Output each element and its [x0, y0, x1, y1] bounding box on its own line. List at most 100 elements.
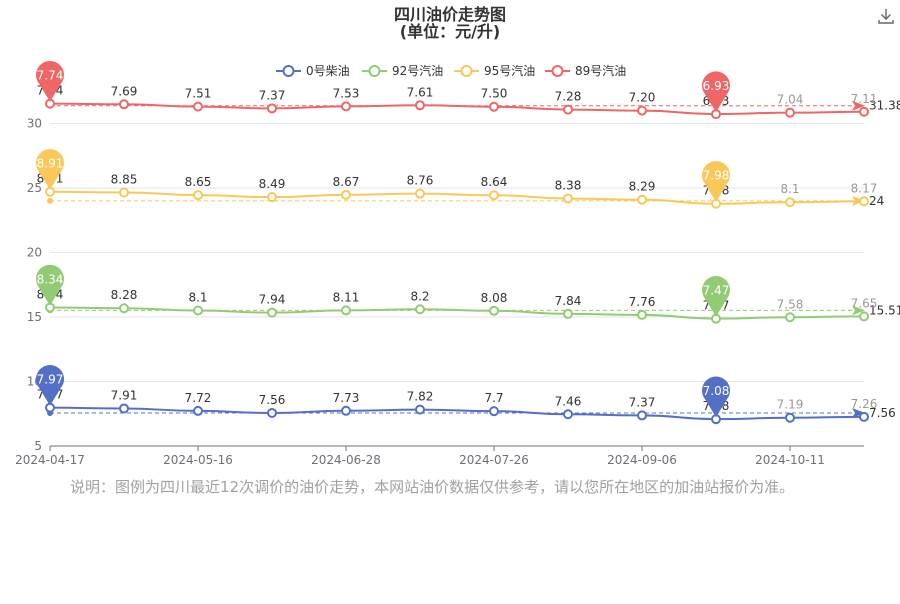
max-min-markers: 7.97 7.08 8.34 7.47 8.91 7.98 7.74 6.93: [36, 60, 731, 418]
data-point: [415, 304, 425, 315]
legend-swatch-marker: [368, 65, 381, 77]
legend-entry: 89号汽油: [575, 63, 626, 78]
data-label: 7.94: [259, 293, 286, 307]
pin-value: 8.34: [37, 272, 64, 286]
average-line-arrow: [852, 305, 865, 316]
data-point: [415, 100, 425, 111]
min-marker: 6.93: [702, 71, 730, 113]
data-point: [563, 409, 573, 420]
data-point: [415, 404, 425, 415]
data-label: 7.37: [259, 88, 286, 102]
data-label: 7.51: [185, 87, 212, 101]
x-tick-label: 2024-10-11: [755, 453, 825, 467]
max-marker: 7.97: [36, 365, 65, 406]
data-label: 8.49: [259, 177, 286, 191]
data-point: [267, 192, 277, 203]
data-label: 7.61: [407, 85, 434, 99]
average-label: 15.51: [869, 303, 900, 317]
data-label: 7.56: [259, 393, 286, 407]
data-label: 8.65: [185, 175, 212, 189]
data-label: 7.58: [777, 297, 804, 311]
pin-value: 6.93: [703, 79, 730, 93]
data-label: 7.69: [111, 84, 138, 98]
data-point: [341, 101, 351, 112]
pin-value: 7.08: [703, 384, 730, 398]
data-label: 8.38: [555, 179, 582, 193]
data-point: [859, 311, 869, 322]
pin-value: 7.47: [703, 284, 730, 298]
data-point: [637, 105, 647, 116]
data-point: [489, 190, 499, 201]
y-tick-label: 15: [27, 310, 42, 324]
data-label: 8.08: [481, 291, 508, 305]
footnote: 说明：图例为四川最近12次调价的油价走势，本网站油价数据仅供参考，请以您所在地区…: [70, 478, 795, 496]
series-line: [49, 190, 865, 205]
legend-entry: 92号汽油: [392, 63, 443, 78]
data-label: 7.28: [555, 90, 582, 104]
data-point: [193, 190, 203, 201]
x-tick-label: 2024-06-28: [311, 453, 381, 467]
pin-shape: [702, 161, 730, 202]
data-point: [415, 188, 425, 199]
series-lines: [45, 98, 869, 425]
y-tick-label: 25: [27, 181, 42, 195]
pin-shape: [702, 71, 730, 113]
data-point: [785, 197, 795, 208]
data-point: [489, 101, 499, 112]
data-point: [563, 104, 573, 115]
series-line: [49, 406, 865, 421]
average-line-arrow: [852, 407, 865, 418]
data-point: [193, 101, 203, 112]
data-label: 8.85: [111, 173, 138, 187]
max-marker: 7.74: [36, 60, 65, 102]
series-line: [49, 102, 865, 116]
data-point: [267, 307, 277, 318]
data-point: [489, 305, 499, 316]
data-point: [489, 406, 499, 417]
chart-title: 四川油价走势图: [394, 5, 506, 24]
data-point: [119, 303, 129, 314]
data-label: 8.64: [481, 175, 508, 189]
data-point: [785, 107, 795, 118]
data-point: [785, 412, 795, 423]
min-marker: 7.47: [702, 276, 731, 317]
data-label: 7.7: [484, 391, 503, 405]
data-point: [193, 305, 203, 316]
data-label: 8.67: [333, 175, 360, 189]
data-point: [859, 411, 869, 422]
data-point: [341, 189, 351, 200]
average-lines: 7.56 15.51 24 31.38: [47, 99, 900, 420]
data-label: 8.17: [851, 181, 878, 195]
data-label: 7.20: [629, 91, 656, 105]
pin-shape: [36, 60, 65, 102]
average-line-arrow: [852, 100, 865, 111]
data-point: [637, 309, 647, 320]
data-point: [267, 407, 277, 418]
x-tick-label: 2024-09-06: [607, 453, 677, 467]
max-marker: 8.91: [36, 149, 65, 190]
data-label: 7.53: [333, 86, 360, 100]
data-label: 7.73: [333, 391, 360, 405]
download-icon[interactable]: [876, 6, 896, 26]
legend-entry: 0号柴油: [306, 64, 350, 78]
data-point: [563, 308, 573, 319]
data-label: 7.76: [629, 295, 656, 309]
pin-value: 7.74: [37, 69, 64, 83]
data-label: 8.1: [780, 182, 799, 196]
x-tick-label: 2024-05-16: [163, 453, 233, 467]
data-label: 7.26: [851, 397, 878, 411]
pin-value: 8.91: [37, 157, 64, 171]
data-point: [637, 194, 647, 205]
max-marker: 8.34: [36, 264, 65, 306]
data-label: 7.11: [851, 92, 878, 106]
data-label: 7.04: [777, 93, 804, 107]
data-label: 8.76: [407, 174, 434, 188]
y-tick-label: 5: [34, 439, 42, 453]
average-line-start: [47, 197, 53, 204]
pin-value: 7.97: [37, 373, 64, 387]
legend-swatch-marker: [551, 65, 564, 77]
data-label: 8.28: [111, 288, 138, 302]
